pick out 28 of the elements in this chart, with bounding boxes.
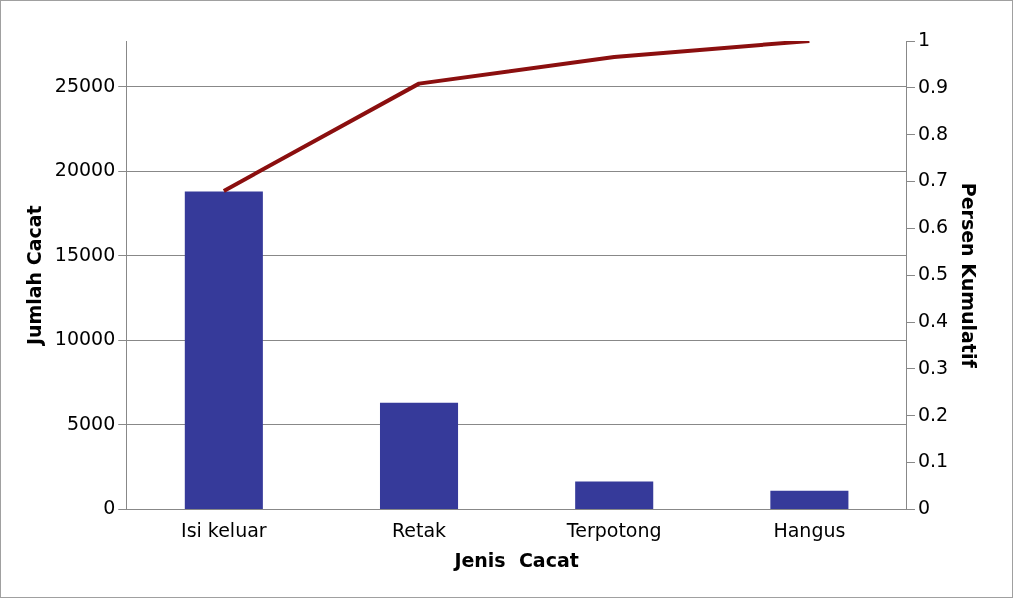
y2-tick-label: 0.7 (917, 168, 949, 191)
x-tick-label: Terpotong (565, 518, 662, 541)
y2-axis-title: Persen Kumulatif (957, 182, 980, 369)
bar (184, 191, 263, 509)
y2-tick-label: 1 (917, 27, 931, 50)
x-tick-label: Hangus (773, 518, 846, 541)
y2-tick-label: 0 (917, 496, 931, 519)
y-axis-title: Jumlah Cacat (23, 205, 46, 348)
x-tick-label: Retak (391, 518, 447, 541)
bar (575, 481, 654, 509)
bar (379, 402, 459, 509)
y2-tick-label: 0.2 (917, 402, 949, 425)
y-tick-label: 0 (103, 496, 116, 519)
bar (770, 490, 849, 509)
y-tick-label: 5000 (66, 411, 116, 434)
y2-tick-label: 0.6 (917, 215, 949, 238)
y2-tick-label: 0.1 (917, 449, 949, 472)
y-tick-label: 15000 (54, 242, 116, 265)
y2-tick-label: 0.4 (917, 308, 949, 331)
x-tick-label: Isi keluar (181, 518, 267, 541)
y2-tick-label: 0.9 (917, 74, 949, 97)
y2-tick-label: 0.8 (917, 121, 949, 144)
y-tick-label: 20000 (54, 158, 116, 181)
y-tick-label: 10000 (54, 327, 116, 350)
y2-tick-label: 0.5 (917, 262, 949, 285)
x-axis-title: Jenis Cacat (452, 548, 579, 571)
y2-tick-label: 0.3 (917, 355, 949, 378)
y-tick-label: 25000 (54, 73, 116, 96)
